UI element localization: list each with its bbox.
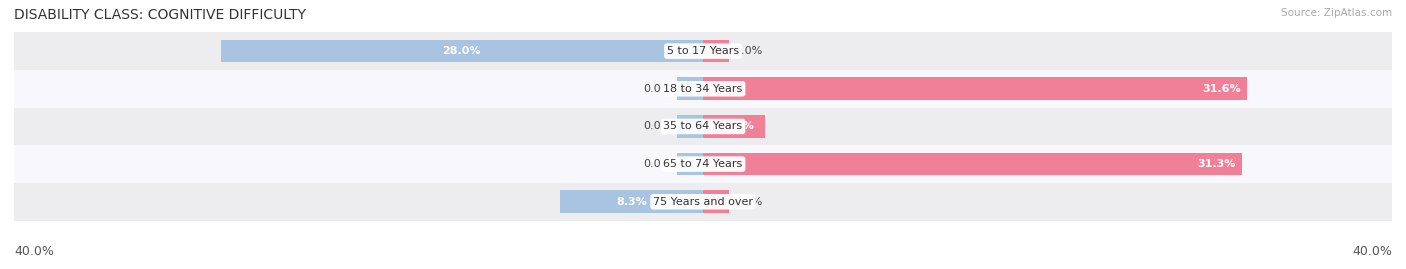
Bar: [703, 40, 728, 62]
Text: 8.3%: 8.3%: [616, 197, 647, 207]
Text: 3.6%: 3.6%: [724, 121, 755, 132]
Bar: [14, 32, 1392, 70]
Bar: [678, 153, 703, 175]
Text: 0.0%: 0.0%: [644, 84, 672, 94]
Text: 28.0%: 28.0%: [443, 46, 481, 56]
Text: 0.0%: 0.0%: [734, 197, 762, 207]
Text: 40.0%: 40.0%: [14, 245, 53, 258]
Bar: [703, 77, 1247, 100]
Bar: [14, 108, 1392, 145]
Text: Source: ZipAtlas.com: Source: ZipAtlas.com: [1281, 8, 1392, 18]
Bar: [14, 70, 1392, 108]
Bar: [678, 77, 703, 100]
Text: 0.0%: 0.0%: [644, 121, 672, 132]
Bar: [703, 115, 765, 138]
Text: 75 Years and over: 75 Years and over: [652, 197, 754, 207]
Text: 0.0%: 0.0%: [734, 46, 762, 56]
Text: 65 to 74 Years: 65 to 74 Years: [664, 159, 742, 169]
Bar: [703, 190, 728, 213]
Text: 35 to 64 Years: 35 to 64 Years: [664, 121, 742, 132]
Text: 31.6%: 31.6%: [1202, 84, 1240, 94]
Text: DISABILITY CLASS: COGNITIVE DIFFICULTY: DISABILITY CLASS: COGNITIVE DIFFICULTY: [14, 8, 307, 22]
Bar: [221, 40, 703, 62]
Bar: [678, 115, 703, 138]
Text: 40.0%: 40.0%: [1353, 245, 1392, 258]
Bar: [14, 145, 1392, 183]
Text: 18 to 34 Years: 18 to 34 Years: [664, 84, 742, 94]
Text: 0.0%: 0.0%: [644, 159, 672, 169]
Text: 31.3%: 31.3%: [1197, 159, 1236, 169]
Bar: [14, 183, 1392, 221]
Bar: [560, 190, 703, 213]
Bar: [703, 153, 1241, 175]
Text: 5 to 17 Years: 5 to 17 Years: [666, 46, 740, 56]
